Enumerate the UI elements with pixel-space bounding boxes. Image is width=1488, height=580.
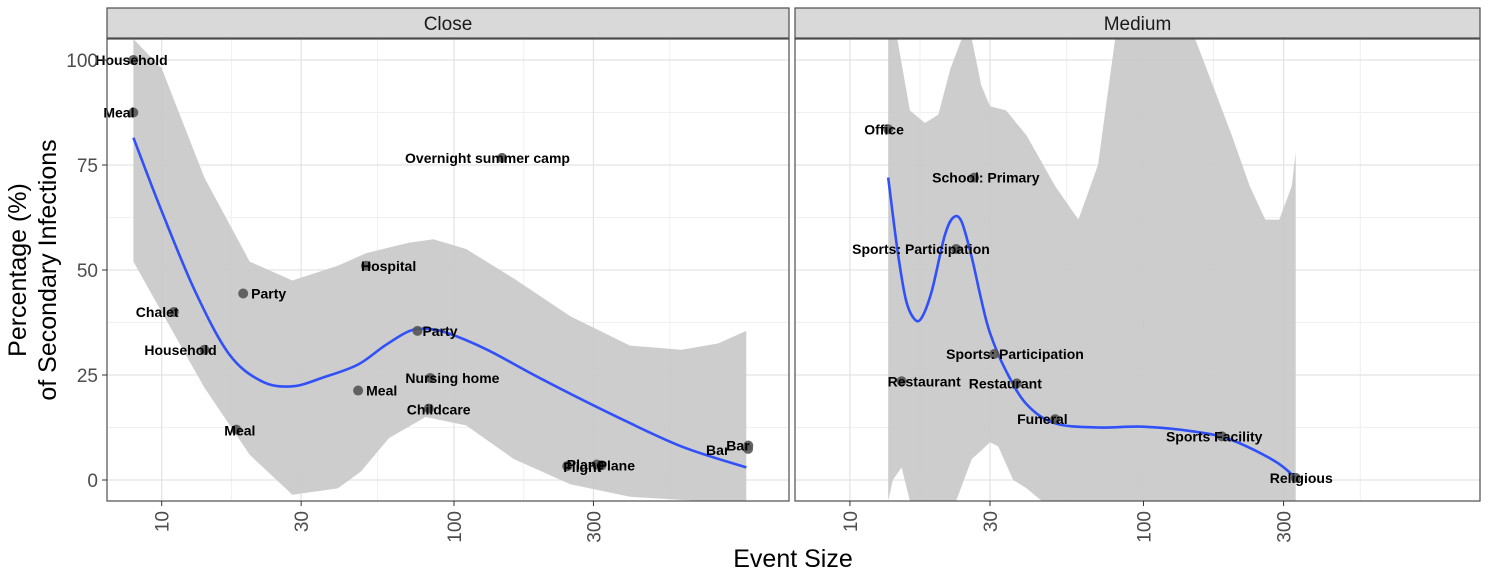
point-label: Household (144, 342, 216, 358)
point-label: Meal (224, 423, 255, 439)
data-point (168, 307, 179, 317)
y-tick-label: 75 (77, 156, 98, 177)
y-axis-title-line-1: Percentage (%) (4, 183, 32, 357)
strip-label: Close (424, 14, 473, 35)
point-label: Household (95, 52, 167, 68)
data-point (596, 460, 607, 471)
y-tick-label: 0 (87, 471, 98, 492)
point-label: Restaurant (888, 373, 961, 389)
point-label: Party (251, 286, 286, 302)
y-tick-label: 25 (77, 366, 98, 387)
smooth-fit-line (886, 177, 1297, 479)
data-point (743, 440, 754, 451)
data-point (896, 376, 907, 387)
data-point (951, 244, 962, 254)
x-tick-label: 30 (981, 511, 1002, 532)
point-label: Bar (706, 442, 730, 458)
y-axis-title-line-2: of Secondary Infections (34, 139, 62, 400)
data-point (231, 424, 242, 435)
data-point (360, 260, 371, 271)
data-point (969, 172, 980, 183)
point-label: Sports Facility (1166, 428, 1263, 444)
data-point (128, 107, 139, 118)
data-point (238, 288, 249, 299)
x-tick-label: 300 (584, 511, 605, 543)
strip-background (106, 7, 790, 39)
panel-medium: Office School: Primary Sports: Participati… (794, 7, 1481, 543)
x-tick-label: 100 (445, 511, 466, 543)
data-point (353, 385, 364, 396)
point-label: Meal (103, 105, 134, 121)
y-tick-label: 50 (77, 261, 98, 282)
x-tick-label: 30 (292, 511, 313, 532)
data-point (562, 461, 573, 472)
data-point (423, 403, 434, 414)
data-point (1216, 431, 1227, 442)
panel-border (794, 38, 1481, 502)
x-tick-label: 300 (1275, 511, 1296, 543)
point-label: Office (864, 121, 904, 137)
point-label: Religious (1270, 470, 1333, 486)
point-label: Chalet (136, 304, 179, 320)
point-label: Nursing home (405, 370, 499, 386)
x-tick-label: 10 (841, 511, 862, 532)
point-label: Meal (366, 383, 397, 399)
y-tick-label: 100 (66, 51, 98, 72)
point-label: Plane (598, 457, 636, 473)
point-label: Party (422, 323, 457, 339)
plot-area (883, 39, 1301, 501)
x-axis-title: Event Size (733, 545, 853, 573)
data-point (199, 344, 210, 355)
point-label: Restaurant (969, 375, 1042, 391)
point-label: School: Primary (932, 170, 1040, 186)
point-label: Overnight summer camp (405, 150, 570, 166)
data-point (1011, 378, 1022, 389)
point-label: Sports: Participation (946, 346, 1084, 362)
x-tick-label: 10 (153, 511, 174, 532)
point-label: Plane (567, 456, 605, 472)
plot-area (128, 39, 754, 501)
point-label: Childcare (407, 402, 471, 418)
panels-layer: Household Meal Chalet Household Party Meal Hos… (66, 7, 1481, 543)
smooth-fit-line (132, 137, 747, 469)
data-point (412, 325, 423, 336)
data-point (1050, 414, 1061, 425)
point-label: Bar (726, 438, 750, 454)
point-label: Sports: Participation (852, 241, 990, 257)
confidence-ribbon (888, 39, 1296, 501)
point-label: Funeral (1017, 411, 1068, 427)
data-point (425, 372, 436, 383)
y-axis-title: Percentage (%) of Secondary Infections (4, 139, 62, 400)
point-label: Hospital (361, 258, 416, 274)
panel-close: Household Meal Chalet Household Party Meal Hos… (66, 7, 790, 543)
data-point (989, 349, 1000, 359)
strip-background (794, 7, 1481, 39)
data-point (883, 124, 894, 135)
data-point (128, 55, 139, 65)
data-point (1290, 472, 1301, 483)
strip-label: Medium (1104, 14, 1172, 35)
point-label: Flight (563, 459, 601, 475)
x-tick-label: 100 (1135, 511, 1156, 543)
data-point (497, 152, 508, 163)
